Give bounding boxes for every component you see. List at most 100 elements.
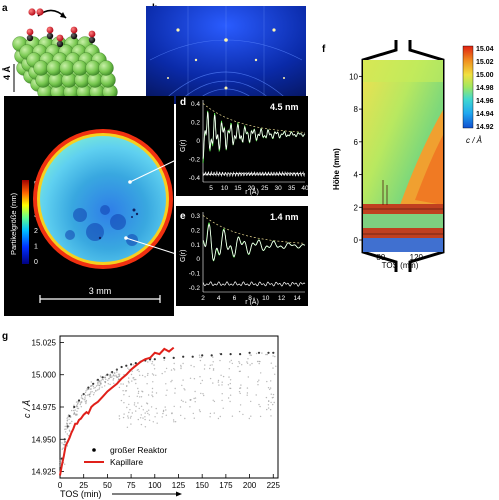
scatter-point (229, 394, 232, 396)
scatter-point (171, 412, 173, 414)
scatter-point (86, 389, 89, 391)
scatter-point (105, 378, 107, 381)
scatter-point (156, 422, 158, 424)
scatter-point (59, 459, 61, 462)
scatter-point (66, 433, 69, 435)
scatter-point (59, 461, 61, 463)
scatter-point (147, 394, 150, 396)
scatter-point (123, 413, 125, 415)
scatter-point (151, 373, 154, 375)
pdf-diff-d (202, 170, 306, 178)
scatter-point (229, 353, 232, 356)
scatter-point (272, 393, 275, 396)
ylabel-e: G(r) (180, 250, 187, 262)
scatter-point (144, 426, 147, 428)
scatter-point (202, 393, 204, 395)
scatter-point (152, 374, 155, 376)
colorbar-tick-c: 0 (34, 259, 38, 266)
scatter-point (161, 372, 163, 375)
panel-g: g 15.025 15.000 14.975 14.950 14.925 0 25 50 75… (2, 331, 280, 499)
map-dark-spots (98, 208, 139, 240)
scatter-point (148, 414, 150, 416)
scatter-point (266, 408, 268, 411)
scatter-point (261, 352, 263, 354)
scatter-point (139, 396, 141, 398)
scatter-point (240, 384, 242, 386)
scatter-point (193, 417, 195, 419)
colorbar-tick-c: 2 (34, 228, 38, 235)
panel-label-d: d (180, 97, 186, 108)
scatter-point (190, 364, 192, 367)
scatter-point (84, 394, 87, 397)
scatter-point (93, 387, 95, 389)
scatter-point (192, 412, 194, 415)
scatter-point (132, 377, 134, 379)
scatter-point (182, 362, 184, 365)
xtick-e: 4 (217, 295, 221, 302)
scatter-point (132, 364, 135, 366)
pointer-line-d (129, 159, 177, 183)
scatter-point (66, 425, 69, 427)
scatter-point (68, 418, 70, 420)
xtick-d: 20 (248, 185, 256, 192)
carbon-atom (46, 32, 54, 40)
scatter-point (201, 354, 204, 357)
scatter-point (258, 362, 260, 365)
scatter-point (137, 418, 139, 421)
scatter-point (259, 405, 261, 408)
pointer-dot-d (128, 180, 132, 184)
scatter-point (181, 384, 183, 387)
panel-label-f: f (322, 44, 326, 55)
scatter-point (84, 396, 86, 398)
scatter-point (164, 371, 166, 373)
scatter-point (246, 362, 249, 364)
scatter-point (125, 390, 128, 392)
scatter-point (72, 407, 75, 409)
scatter-point (170, 369, 173, 371)
scatter-point (172, 419, 175, 421)
scatter-point (156, 412, 158, 414)
scatter-point (173, 405, 175, 408)
colorbar-tick-f: 14.94 (476, 111, 494, 118)
scatter-point (152, 395, 154, 398)
scatter-point (109, 383, 111, 386)
scatter-point (118, 415, 121, 417)
scatter-point (107, 383, 110, 385)
scatter-point (59, 464, 61, 466)
scatter-point (84, 398, 86, 400)
scatter-point (222, 375, 225, 378)
scatter-point (211, 364, 213, 366)
scatter-point (270, 415, 272, 417)
scatter-point (272, 403, 274, 406)
legend-g: großer Reaktor Kapillare (84, 445, 167, 467)
scatter-point (97, 383, 99, 385)
scatter-point (170, 381, 172, 383)
scatter-point (151, 394, 153, 396)
scatter-point (89, 395, 91, 398)
scatter-point (199, 359, 202, 362)
xtick-d: 15 (234, 185, 242, 192)
scatter-point (239, 404, 242, 406)
scatter-point (66, 417, 68, 419)
scatter-point (203, 368, 206, 370)
scatter-point (92, 385, 95, 388)
xtick-d: 5 (209, 185, 213, 192)
scatter-point (221, 399, 223, 402)
ytick-f: 0 (354, 236, 359, 245)
scatter-point (273, 401, 275, 404)
scatter-point (83, 393, 85, 395)
scatter-point (113, 382, 115, 384)
panel-a: a 4 Å (2, 3, 118, 100)
scatter-point (213, 412, 215, 414)
scatter-point (274, 355, 276, 358)
xtick-d: 35 (288, 185, 296, 192)
scatter-point (97, 380, 99, 382)
crystal-slab (12, 8, 118, 100)
scatter-point (229, 400, 231, 403)
scatter-point (88, 388, 90, 390)
scatter-point (116, 371, 118, 373)
scatter-point (238, 391, 241, 393)
scatter-point (217, 381, 219, 383)
ytick-d: 0.2 (191, 120, 200, 127)
ytick-e: -0.2 (189, 285, 201, 292)
